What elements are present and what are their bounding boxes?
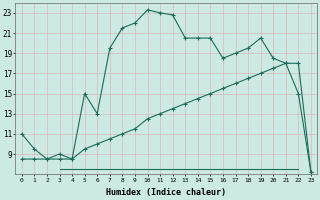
X-axis label: Humidex (Indice chaleur): Humidex (Indice chaleur) bbox=[106, 188, 226, 197]
